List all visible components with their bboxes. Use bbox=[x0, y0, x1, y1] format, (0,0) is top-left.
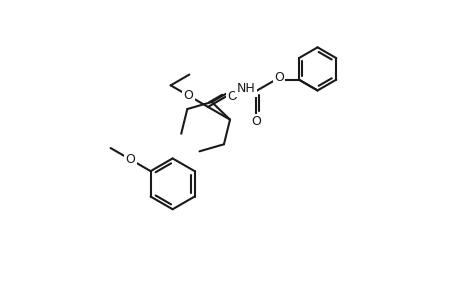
Text: O: O bbox=[274, 71, 283, 84]
Text: O: O bbox=[125, 153, 135, 166]
Text: O: O bbox=[251, 115, 261, 128]
Text: O: O bbox=[183, 89, 193, 102]
Text: O: O bbox=[227, 90, 236, 103]
Text: NH: NH bbox=[236, 82, 255, 95]
